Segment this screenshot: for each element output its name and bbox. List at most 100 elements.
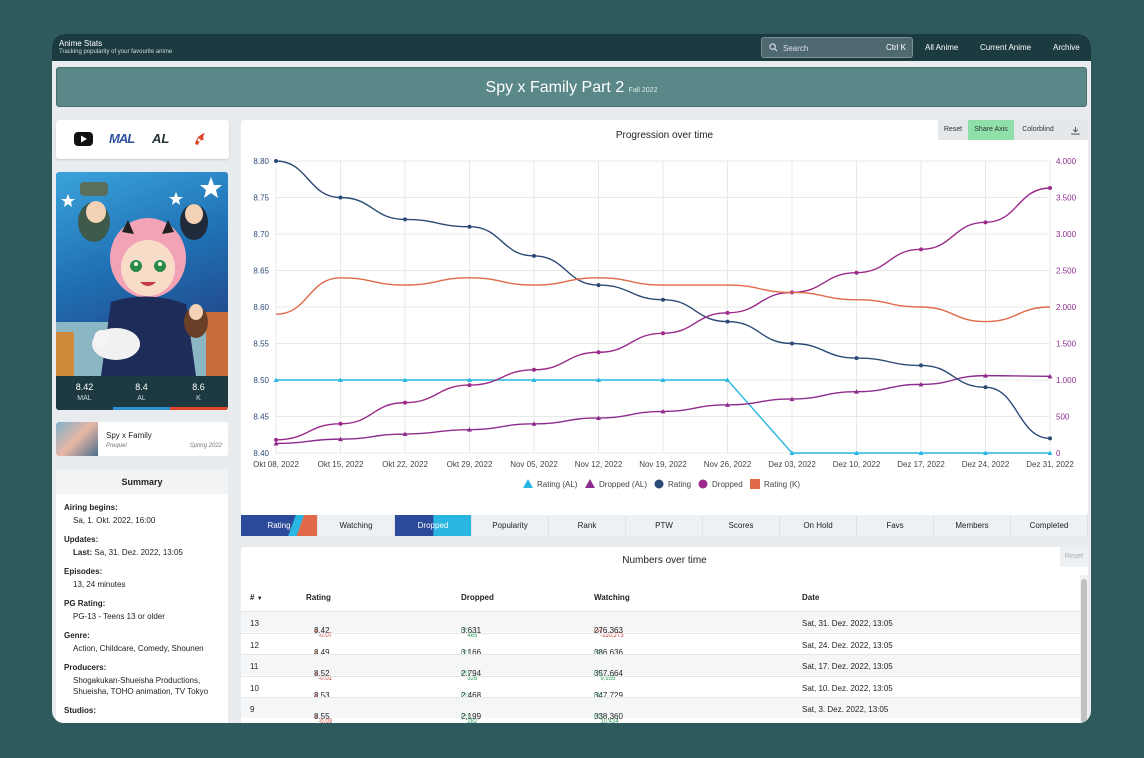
dropped-delta-value: 326 — [467, 676, 478, 682]
col-date[interactable]: Date — [802, 593, 820, 602]
tab-dropped[interactable]: Dropped — [395, 515, 472, 536]
chart-reset-button[interactable]: Reset — [938, 120, 968, 140]
table-row[interactable]: 11 8.52 🡣 -0.01 2,794 (🡡 326) 357,664 (🡡 9,935… — [241, 654, 1080, 682]
youtube-icon[interactable] — [74, 132, 93, 149]
search-input[interactable]: Search Ctrl K — [761, 37, 913, 58]
share-axis-button[interactable]: Share Axis — [968, 120, 1014, 140]
y-right-tick-label: 2.500 — [1056, 267, 1077, 276]
data-point — [531, 421, 537, 426]
last-label: Last: — [73, 548, 93, 557]
x-tick-label: Nov 05, 2022 — [510, 460, 558, 469]
col-dropped[interactable]: Dropped — [461, 593, 494, 602]
data-point — [660, 377, 666, 382]
tab-rank[interactable]: Rank — [549, 515, 626, 536]
updates-value: Last: Sa, 31. Dez. 2022, 13:05 — [73, 547, 228, 558]
table-reset-button[interactable]: Reset — [1060, 547, 1088, 567]
data-point — [403, 400, 407, 405]
data-point — [660, 408, 666, 414]
dropped-value: 2,468 — [461, 690, 482, 700]
col-number[interactable]: # ▼ — [250, 593, 263, 602]
x-tick-label: Okt 15, 2022 — [318, 460, 364, 469]
genre-value: Action, Childcare, Comedy, Shounen — [73, 644, 204, 653]
legend-label: Dropped (AL) — [599, 480, 647, 489]
pg-label: PG Rating: — [64, 599, 106, 608]
tab-watching[interactable]: Watching — [318, 515, 395, 536]
data-point — [725, 319, 730, 324]
progression-chart: 8.80 8.75 8.70 8.65 8.60 8.55 8.50 8.45 8.40 4.00… — [253, 157, 1077, 489]
dropped-value: 3,631 — [461, 626, 482, 635]
table-row[interactable]: 128.49 🡣-0.033,166 (🡡372)386,636 (🡡28,97… — [241, 632, 1080, 661]
app-window: Anime Stats Tracking popularity of your … — [52, 34, 1091, 723]
brand[interactable]: Anime Stats Tracking popularity of your … — [59, 39, 172, 56]
data-point — [661, 331, 665, 336]
y-left-tick-label: 8.50 — [253, 376, 269, 385]
scrollbar-thumb[interactable] — [1081, 579, 1087, 723]
genre-label: Genre: — [64, 631, 90, 640]
col-watching[interactable]: Watching — [594, 593, 630, 602]
score-value: 8.6 — [192, 382, 205, 392]
colorblind-button[interactable]: Colorblind — [1014, 120, 1062, 140]
dropped-value: 2,794 — [461, 669, 482, 678]
cell-date: Sat, 3. Dez. 2022, 13:05 — [802, 705, 889, 714]
tab-members[interactable]: Members — [934, 515, 1011, 536]
data-point — [596, 283, 601, 288]
x-tick-label: Nov 12, 2022 — [575, 460, 623, 469]
tab-ptw[interactable]: PTW — [626, 515, 703, 536]
studios-label: Studios: — [64, 706, 96, 715]
data-point — [532, 367, 536, 372]
legend-label: Rating (AL) — [537, 480, 578, 489]
data-point — [402, 377, 408, 382]
dropped-delta-value: 465 — [467, 633, 478, 639]
last-value: Sa, 31. Dez. 2022, 13:05 — [94, 548, 183, 557]
tab-scores[interactable]: Scores — [703, 515, 780, 536]
tab-popularity[interactable]: Popularity — [472, 515, 549, 536]
data-point — [983, 220, 988, 225]
score-label: MAL — [77, 395, 92, 402]
legend-label: Rating — [668, 480, 691, 489]
nav-current-anime[interactable]: Current Anime — [980, 43, 1032, 52]
table-row[interactable]: 108.53 🡣-0.022,468 (🡡269)347,729 (🡡9,369… — [241, 675, 1080, 704]
anime-poster: 8.42 MAL 8.4 AL 8.6 K — [56, 172, 228, 410]
legend-marker — [523, 479, 533, 488]
data-point — [273, 377, 279, 382]
nav-all-anime[interactable]: All Anime — [925, 43, 959, 52]
data-point — [983, 450, 988, 455]
anilist-link[interactable]: AL — [152, 131, 170, 146]
summary-title: Summary — [56, 470, 228, 494]
tab-completed[interactable]: Completed — [1011, 515, 1088, 536]
data-point — [531, 377, 537, 382]
download-icon[interactable] — [1062, 120, 1088, 140]
related-anime-card[interactable]: Spy x Family Prequel Spring 2022 — [56, 422, 228, 456]
y-left-tick-label: 8.40 — [253, 449, 269, 458]
data-point — [919, 363, 923, 368]
data-point — [725, 402, 730, 407]
nav-archive[interactable]: Archive — [1053, 43, 1080, 52]
table-row[interactable]: 9 8.55 🡣 -0.03 2,199 (🡡 282) 338,360 (🡡 10,434… — [241, 697, 1080, 723]
data-point — [1047, 450, 1053, 455]
y-right-tick-label: 0 — [1056, 449, 1061, 458]
x-tick-label: Nov 19, 2022 — [639, 460, 687, 469]
tab-favs[interactable]: Favs — [857, 515, 934, 536]
table-row[interactable]: 13 8.42 🡣 -0.07 3,631 (🡡 465) 276,363 (🡣 -110,… — [241, 611, 1080, 639]
rating-value: 8.49 — [314, 647, 330, 657]
data-point — [854, 450, 859, 455]
x-tick-label: Okt 29, 2022 — [447, 460, 493, 469]
mal-link[interactable]: MAL — [109, 131, 135, 146]
airing-label: Airing begins: — [64, 503, 118, 512]
tab-rating[interactable]: Rating — [241, 515, 318, 536]
rating-delta: 🡣-0.03 — [314, 714, 332, 723]
cell-date: Sat, 10. Dez. 2022, 13:05 — [802, 683, 893, 693]
tab-on-hold[interactable]: On Hold — [780, 515, 857, 536]
watching-delta: (🡣 -110,273) — [594, 628, 624, 639]
score-k: 8.6 K — [170, 382, 227, 402]
cell-number: 10 — [250, 683, 259, 693]
related-thumbnail — [56, 422, 98, 456]
top-bar: Anime Stats Tracking popularity of your … — [52, 34, 1091, 61]
kitsu-icon[interactable] — [193, 131, 207, 150]
col-rating[interactable]: Rating — [306, 593, 331, 602]
data-point — [725, 310, 730, 315]
table-scrollbar[interactable] — [1080, 575, 1088, 723]
legend-marker — [750, 479, 760, 489]
rating-value: 8.52 — [314, 669, 330, 678]
x-tick-label: Dez 31, 2022 — [1026, 460, 1074, 469]
